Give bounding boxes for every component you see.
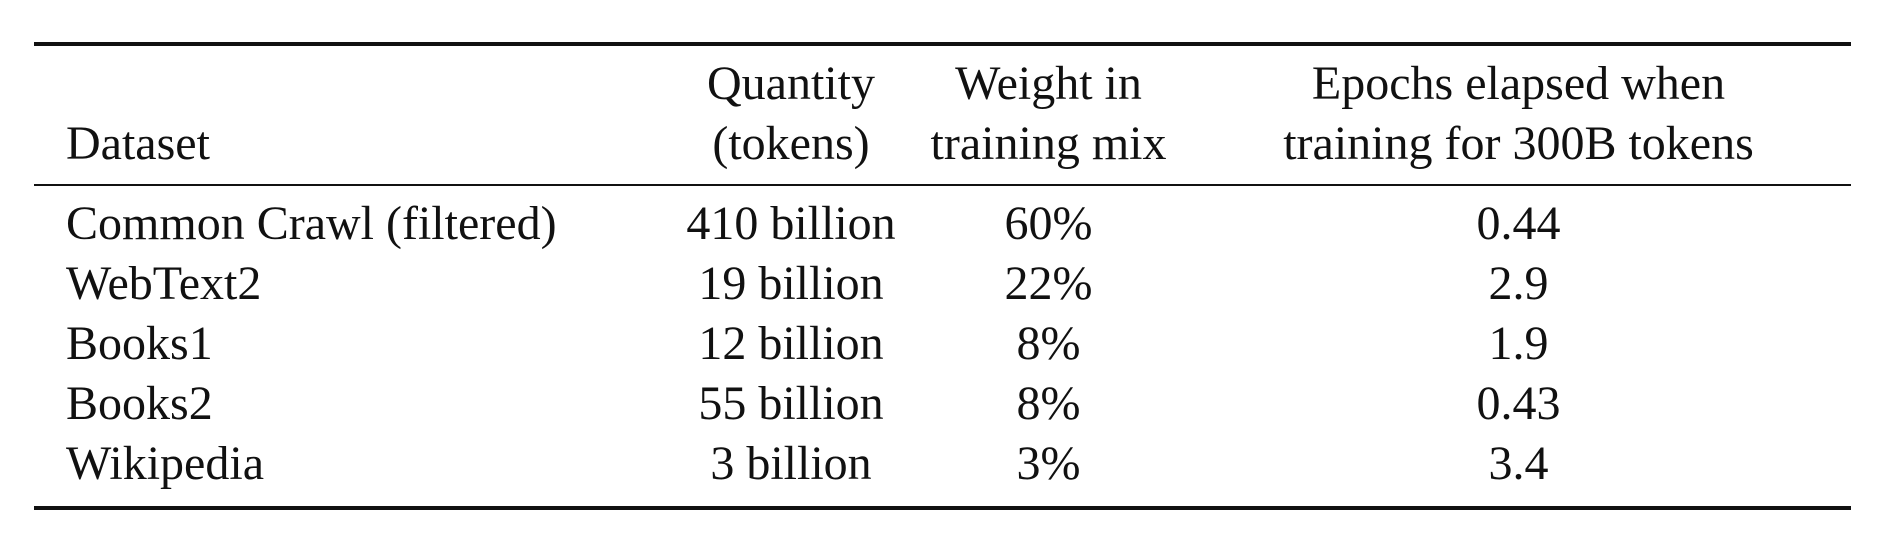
header-quantity-line-1: Quantity: [707, 57, 875, 110]
cell-dataset: WebText2: [66, 257, 262, 310]
header-dataset-line-1: Dataset: [66, 117, 210, 170]
cell-epochs: 1.9: [1488, 317, 1549, 370]
cell-weight: 22%: [1004, 257, 1093, 310]
header-quantity-line-2: (tokens): [712, 117, 870, 170]
cell-weight: 3%: [1016, 437, 1081, 490]
table-header: Dataset Quantity (tokens) Weight in trai…: [34, 44, 1851, 185]
header-quantity: Quantity (tokens): [671, 44, 911, 185]
header-epochs-line-1: Epochs elapsed when: [1311, 57, 1726, 110]
cell-epochs: 3.4: [1488, 437, 1549, 490]
table-row: WebText2 19 billion 22% 2.9: [34, 254, 1851, 314]
header-epochs: Epochs elapsed when training for 300B to…: [1186, 44, 1851, 185]
table-body: Common Crawl (filtered) 410 billion 60% …: [34, 185, 1851, 508]
cell-weight: 8%: [1016, 317, 1081, 370]
cell-quantity: 12 billion: [698, 317, 884, 370]
cell-dataset: Wikipedia: [66, 437, 264, 490]
cell-epochs: 2.9: [1488, 257, 1549, 310]
dataset-table: Dataset Quantity (tokens) Weight in trai…: [34, 42, 1851, 510]
cell-epochs: 0.43: [1476, 377, 1561, 430]
header-weight: Weight in training mix: [911, 44, 1186, 185]
header-dataset: Dataset: [34, 44, 671, 185]
table-row: Books2 55 billion 8% 0.43: [34, 374, 1851, 434]
cell-weight: 8%: [1016, 377, 1081, 430]
cell-epochs: 0.44: [1476, 197, 1561, 250]
table-row: Books1 12 billion 8% 1.9: [34, 314, 1851, 374]
header-weight-line-1: Weight in: [955, 57, 1142, 110]
header-epochs-line-2: training for 300B tokens: [1283, 117, 1754, 170]
cell-weight: 60%: [1004, 197, 1093, 250]
cell-quantity: 55 billion: [698, 377, 884, 430]
cell-quantity: 19 billion: [698, 257, 884, 310]
cell-dataset: Books1: [66, 317, 213, 370]
cell-quantity: 3 billion: [710, 437, 872, 490]
header-weight-line-2: training mix: [930, 117, 1167, 170]
cell-dataset: Books2: [66, 377, 213, 430]
cell-quantity: 410 billion: [686, 197, 896, 250]
header-row: Dataset Quantity (tokens) Weight in trai…: [34, 44, 1851, 185]
table-row: Common Crawl (filtered) 410 billion 60% …: [34, 185, 1851, 254]
table-row: Wikipedia 3 billion 3% 3.4: [34, 434, 1851, 508]
dataset-table-container: Dataset Quantity (tokens) Weight in trai…: [34, 42, 1851, 510]
cell-dataset: Common Crawl (filtered): [66, 197, 557, 250]
